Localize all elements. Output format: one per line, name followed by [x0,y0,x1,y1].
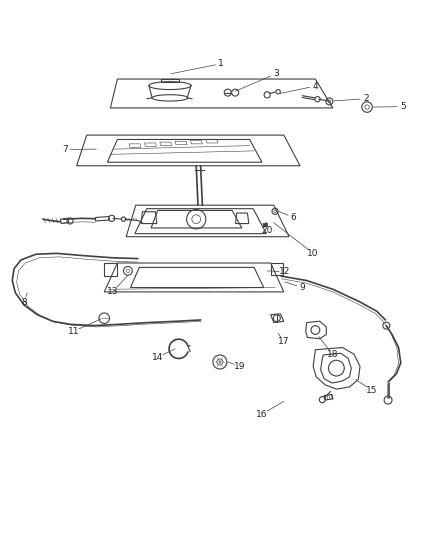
Text: 4: 4 [313,82,318,91]
Text: 6: 6 [290,213,297,222]
Text: 7: 7 [62,145,68,154]
Text: 18: 18 [327,351,339,359]
Polygon shape [263,223,268,227]
Text: 5: 5 [400,102,406,111]
Text: 13: 13 [107,287,119,296]
Text: 12: 12 [279,267,290,276]
Text: 15: 15 [366,385,377,394]
Text: 20: 20 [261,225,273,235]
Text: 11: 11 [68,327,79,336]
Text: 8: 8 [21,298,27,307]
Text: 17: 17 [278,337,290,346]
Text: 3: 3 [273,69,279,78]
Text: 14: 14 [152,353,163,362]
Text: 2: 2 [363,94,368,103]
Text: 9: 9 [299,283,305,292]
Text: 1: 1 [218,59,224,68]
Text: 19: 19 [234,362,246,371]
Text: 10: 10 [307,249,319,258]
Text: 16: 16 [256,409,268,418]
